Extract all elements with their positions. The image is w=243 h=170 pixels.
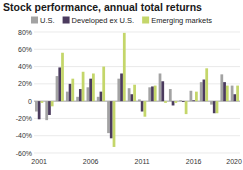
bar [205,68,208,101]
legend-item: U.S. [31,16,55,25]
bar [154,86,157,102]
bar [87,87,90,101]
bar [35,101,38,111]
chart: Stock performance, annual total returns U… [0,0,243,170]
bar [66,92,69,102]
bar [79,89,82,101]
bar [182,101,185,103]
bar [231,86,234,102]
y-tick-label: -60% [16,150,32,157]
y-tick-label: 20% [18,80,32,87]
bar [144,101,147,117]
bar [138,99,141,101]
legend-swatch [31,17,38,24]
x-tick-label: 2016 [186,158,202,165]
legend-swatch [142,17,149,24]
bar [128,88,131,101]
bar [107,101,110,133]
bar [76,97,79,101]
bar [148,87,151,101]
bar [172,101,175,105]
grid-line [34,135,240,136]
bar [89,79,92,101]
grid-line [34,32,240,33]
bar [56,76,59,101]
bar [110,101,113,138]
bar [130,94,133,101]
bar [41,101,44,103]
bar [113,101,116,147]
y-tick-label: 0 [28,98,32,105]
title: Stock performance, annual total returns [3,1,202,13]
bar [100,92,103,102]
y-tick-label: -40% [16,132,32,139]
bar [159,73,162,101]
grid-line [34,118,240,119]
bar [213,101,216,113]
legend-item: Developed ex U.S. [63,16,135,25]
bar [92,73,95,101]
bar [133,85,136,101]
y-tick-label: -20% [16,115,32,122]
bar [69,84,72,101]
grid-line [34,49,240,50]
bar [120,73,123,101]
zero-line [34,101,240,102]
bar [220,74,223,101]
bar [45,101,48,120]
bar [71,79,74,101]
bar [190,91,193,101]
legend-label: Emerging markets [151,16,212,25]
bar [102,67,105,102]
bar [164,101,167,103]
bar [203,80,206,102]
legend-item: Emerging markets [142,16,212,25]
bar [48,101,51,115]
bar [216,101,219,113]
bar [123,33,126,101]
x-tick-label: 2006 [83,158,99,165]
legend-label: U.S. [40,16,55,25]
bar [210,101,213,104]
y-tick-label: 80% [18,29,32,36]
bar [58,67,61,101]
bar [226,86,229,102]
grid-line [34,153,240,154]
bar [174,101,177,103]
legend-swatch [63,17,70,24]
bar [195,92,198,102]
bar [151,86,154,101]
bar [117,79,120,101]
bar [200,82,203,101]
bar [51,101,54,106]
x-tick-label: 2001 [31,158,47,165]
bar [192,100,195,102]
bar [236,86,239,102]
x-tick-label: 2011 [135,158,150,165]
legend: U.S. Developed ex U.S. Emerging markets [31,16,212,25]
legend-label: Developed ex U.S. [72,16,135,25]
bar [61,53,64,101]
bar [161,81,164,101]
bar [141,101,144,111]
grid-line [34,66,240,67]
y-tick-label: 60% [18,46,32,53]
bar [82,72,85,101]
x-tick-label: 2020 [226,158,242,165]
bar [97,97,100,101]
bar [38,101,41,119]
bar [185,101,188,114]
bar [179,100,182,102]
grid-line [34,83,240,84]
y-tick-label: 40% [18,63,32,70]
bar [223,82,226,101]
bar [169,89,172,101]
bar [233,94,236,101]
